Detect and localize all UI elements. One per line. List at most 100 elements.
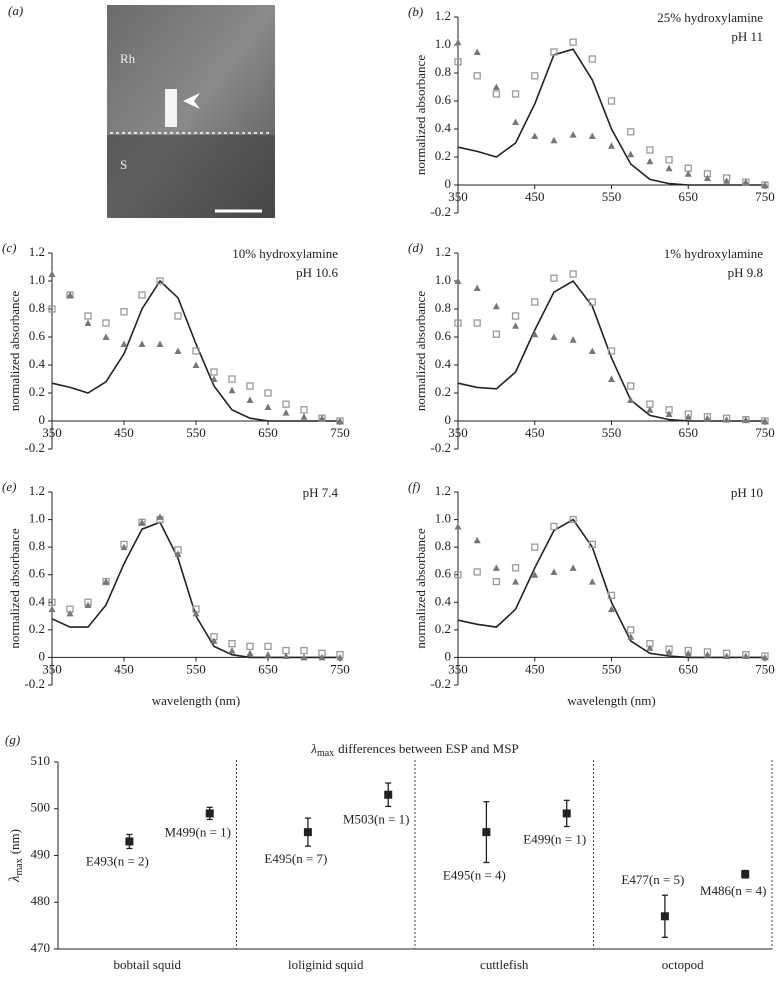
x-tick-label: 650	[679, 425, 699, 440]
triangle-point	[192, 361, 200, 368]
point	[741, 870, 750, 879]
triangle-point	[138, 518, 146, 526]
x-tick-label: 450	[525, 661, 545, 676]
y-tick-label: 1.0	[29, 511, 45, 526]
triangle-point	[102, 333, 110, 340]
y-tick-label: 0	[39, 648, 46, 663]
triangle-point	[174, 347, 182, 354]
y-tick-label: 0.4	[435, 593, 452, 608]
annotation: 10% hydroxylamine	[232, 246, 338, 261]
y-tick-label: 0	[39, 412, 46, 427]
absorbance-curve	[457, 279, 765, 422]
triangle-point	[48, 270, 56, 277]
triangle-point	[318, 653, 326, 661]
value-label: M503(n = 1)	[343, 811, 410, 826]
triangle-point	[646, 644, 654, 651]
y-tick-label: 480	[31, 893, 51, 908]
triangle-point	[761, 181, 769, 188]
square-point	[550, 522, 558, 531]
y-tick-label: 1.2	[29, 244, 45, 259]
y-tick-label: 0.2	[435, 384, 451, 399]
y-axis-label: normalized absorbance	[7, 291, 22, 411]
x-tick-label: 350	[448, 425, 468, 440]
x-tick-label: 650	[679, 189, 699, 204]
region-label: Rh	[120, 51, 136, 66]
x-tick-label: 350	[42, 661, 62, 676]
y-axis-label: λmax (nm)	[7, 829, 25, 883]
triangle-point	[512, 322, 520, 329]
square-point	[454, 571, 462, 579]
triangle-point	[646, 157, 654, 165]
triangle-point	[588, 578, 596, 585]
point	[562, 809, 571, 818]
triangle-point	[742, 652, 750, 660]
triangle-point	[454, 38, 462, 46]
y-tick-label: -0.2	[24, 676, 45, 691]
triangle-point	[665, 410, 673, 417]
triangle-point	[569, 131, 577, 138]
triangle-point	[66, 609, 74, 617]
x-tick-label: 550	[602, 661, 622, 676]
triangle-point	[684, 413, 692, 420]
y-axis-label: normalized absorbance	[413, 291, 428, 411]
square-point	[607, 347, 616, 355]
triangle-point	[264, 403, 272, 410]
x-tick-label: loliginid squid	[288, 957, 364, 972]
square-point	[120, 308, 128, 316]
x-tick-label: 350	[448, 189, 468, 204]
triangle-point	[228, 647, 236, 654]
y-tick-label: 500	[31, 800, 51, 815]
panel-label: (e)	[2, 479, 16, 494]
x-tick-label: 550	[186, 425, 206, 440]
square-point	[228, 375, 236, 383]
triangle-point	[627, 396, 635, 403]
panel-label: (d)	[408, 240, 423, 255]
square-point	[246, 642, 254, 651]
y-tick-label: 1.2	[29, 483, 45, 498]
y-tick-label: 0.2	[435, 621, 451, 636]
annotation: pH 10.6	[296, 265, 338, 280]
title-text: differences between ESP and MSP	[338, 741, 519, 756]
point	[205, 809, 214, 818]
x-tick-label: 650	[258, 661, 278, 676]
y-tick-label: 0	[445, 176, 452, 191]
triangle-point	[723, 416, 731, 423]
triangle-point	[761, 417, 769, 424]
triangle-point	[512, 578, 520, 585]
triangle-point	[665, 648, 673, 655]
square-point	[264, 642, 272, 651]
square-point	[473, 72, 481, 80]
annotation: pH 7.4	[303, 485, 339, 500]
square-point	[156, 277, 164, 285]
triangle-point	[492, 83, 500, 90]
triangle-point	[646, 406, 654, 413]
square-point	[569, 515, 577, 524]
triangle-point	[684, 649, 692, 657]
triangle-point	[588, 132, 596, 139]
y-tick-label: 0.8	[435, 64, 451, 79]
triangle-point	[761, 653, 769, 661]
x-tick-label: 750	[755, 661, 775, 676]
y-tick-label: -0.2	[24, 440, 45, 455]
triangle-point	[336, 417, 344, 424]
square-point	[282, 400, 290, 408]
triangle-point	[723, 177, 731, 184]
point	[384, 790, 393, 799]
triangle-point	[569, 336, 577, 343]
x-tick-label: octopod	[662, 957, 704, 972]
panel-label: (g)	[5, 732, 20, 747]
square-point	[511, 312, 520, 320]
triangle-point	[120, 543, 128, 551]
square-point	[550, 48, 558, 56]
triangle-point	[300, 413, 308, 420]
triangle-point	[492, 302, 500, 310]
annotation: 1% hydroxylamine	[664, 246, 764, 261]
triangle-point	[608, 142, 615, 149]
absorbance-curve	[51, 279, 340, 422]
y-tick-label: 1.0	[435, 511, 451, 526]
y-tick-label: 0.8	[435, 538, 451, 553]
y-tick-label: 0	[445, 412, 452, 427]
value-label: M486(n = 4)	[700, 883, 767, 898]
triangle-point	[192, 609, 200, 617]
